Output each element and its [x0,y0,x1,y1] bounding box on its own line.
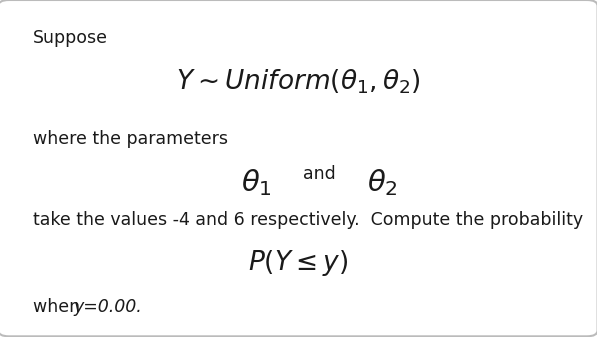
Text: $\theta_1$: $\theta_1$ [241,167,272,197]
Text: when: when [33,298,85,316]
Text: and: and [303,165,336,183]
Text: $\theta_2$: $\theta_2$ [367,167,398,197]
Text: y=0.00.: y=0.00. [73,298,142,316]
Text: $P(Y \leq y)$: $P(Y \leq y)$ [248,248,349,278]
Text: $Y \sim Uniform(\theta_1, \theta_2)$: $Y \sim Uniform(\theta_1, \theta_2)$ [176,67,421,96]
Text: where the parameters: where the parameters [33,130,228,148]
Text: take the values -4 and 6 respectively.  Compute the probability: take the values -4 and 6 respectively. C… [33,211,583,228]
Text: Suppose: Suppose [33,29,108,47]
